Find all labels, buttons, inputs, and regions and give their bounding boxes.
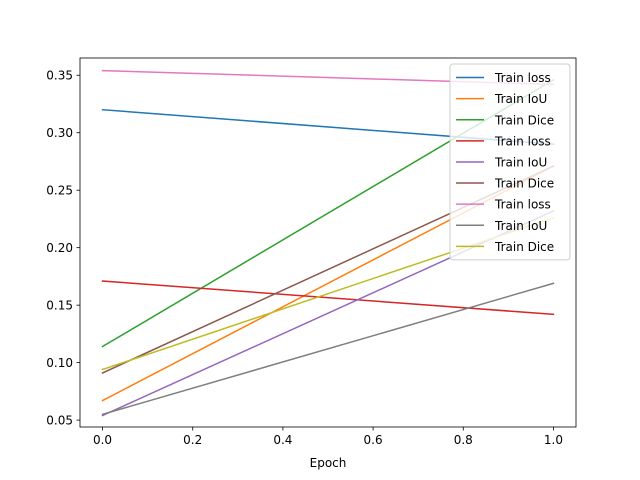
legend-label: Train Dice [494, 240, 554, 254]
x-axis-label: Epoch [310, 456, 347, 470]
series-line-8 [101, 282, 555, 416]
legend-label: Train IoU [494, 155, 547, 169]
legend-label: Train IoU [494, 219, 547, 233]
x-tick-label: 0.8 [454, 433, 473, 447]
y-tick-label: 0.10 [46, 356, 73, 370]
y-tick-label: 0.25 [46, 184, 73, 198]
legend: Train loss Train IoU Train Dice Train loss T… [449, 63, 571, 261]
x-tick-label: 1.0 [544, 433, 563, 447]
x-tick-label: 0.4 [273, 433, 292, 447]
legend-label: Train loss [494, 134, 551, 148]
x-tick-label: 0.2 [183, 433, 202, 447]
legend-label: Train Dice [494, 177, 554, 191]
legend-label: Train loss [494, 198, 551, 212]
series-line-4 [101, 280, 555, 316]
axes-layer: 0.0 0.2 0.4 0.6 0.8 1.0 0.05 0.10 0.15 0.20 0.25 0.… [46, 57, 577, 447]
y-tick-label: 0.20 [46, 241, 73, 255]
legend-label: Train loss [494, 71, 551, 85]
y-tick-label: 0.30 [46, 126, 73, 140]
y-tick-label: 0.15 [46, 299, 73, 313]
x-tick-label: 0.0 [93, 433, 112, 447]
y-tick-label: 0.35 [46, 69, 73, 83]
plot-frame [79, 57, 577, 428]
x-tick-label: 0.6 [364, 433, 383, 447]
legend-label: Train Dice [494, 113, 554, 127]
legend-box [449, 63, 571, 261]
y-tick-label: 0.05 [46, 414, 73, 428]
legend-label: Train IoU [494, 92, 547, 106]
series-layer [101, 69, 555, 417]
